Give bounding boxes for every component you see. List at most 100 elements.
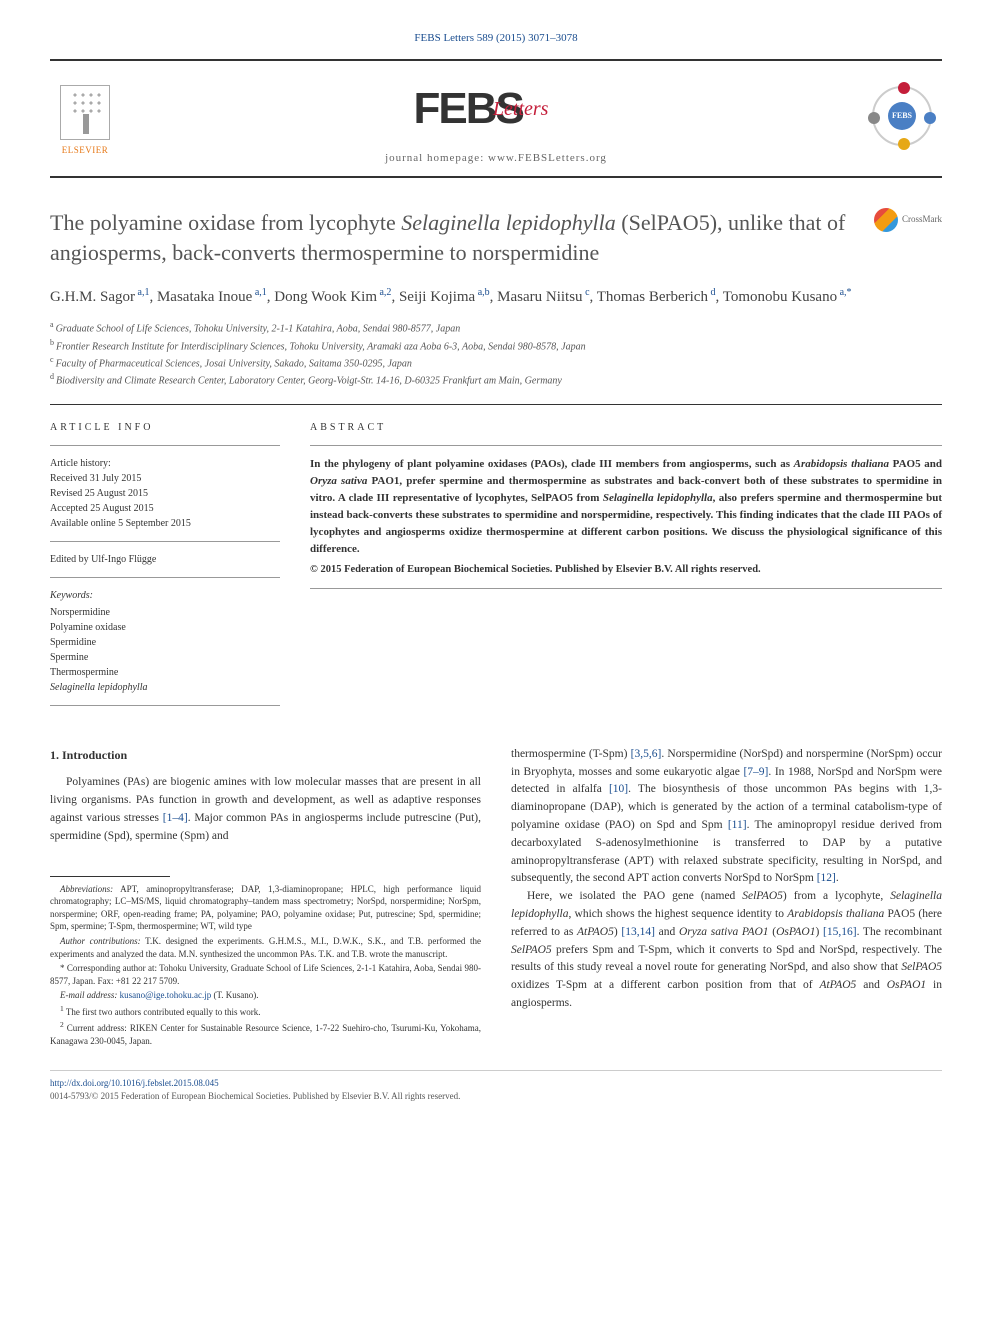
email-label: E-mail address:: [60, 990, 117, 1000]
doi-link[interactable]: http://dx.doi.org/10.1016/j.febslet.2015…: [50, 1077, 942, 1091]
crossmark-badge[interactable]: CrossMark: [874, 208, 942, 232]
febs-dot-icon: [924, 112, 936, 124]
abstract-text: In the phylogeny of plant polyamine oxid…: [310, 456, 942, 558]
issn-line: 0014-5793/© 2015 Federation of European …: [50, 1090, 942, 1104]
note1-text: The first two authors contributed equall…: [64, 1007, 261, 1017]
febs-center-label: FEBS: [888, 102, 916, 130]
keyword: Thermospermine: [50, 665, 280, 680]
crossmark-icon: [874, 208, 898, 232]
reference-link[interactable]: [3,5,6]: [631, 748, 662, 760]
abstract-span: Selaginella lepidophylla: [603, 492, 713, 504]
homepage-url[interactable]: www.FEBSLetters.org: [488, 152, 607, 164]
author-name: Masataka Inoue: [157, 289, 252, 305]
info-online: Available online 5 September 2015: [50, 516, 280, 531]
author-name: Seiji Kojima: [399, 289, 475, 305]
info-abstract-row: ARTICLE INFO Article history: Received 3…: [50, 404, 942, 716]
keyword: Norspermidine: [50, 605, 280, 620]
info-accepted: Accepted 25 August 2015: [50, 501, 280, 516]
title-pre: The polyamine oxidase from lycophyte: [50, 210, 401, 235]
info-received: Received 31 July 2015: [50, 471, 280, 486]
author-affil-marker: a,*: [837, 287, 851, 298]
footnote-rule: [50, 876, 170, 877]
footnote-abbrev: Abbreviations: APT, aminopropyltransfera…: [50, 883, 481, 933]
masthead: ELSEVIER FEBS Letters journal homepage: w…: [50, 61, 942, 179]
section-heading: 1. Introduction: [50, 746, 481, 765]
abstract-block: ABSTRACT In the phylogeny of plant polya…: [310, 420, 942, 716]
footnote-contrib: Author contributions: T.K. designed the …: [50, 935, 481, 960]
affiliation-line: a Graduate School of Life Sciences, Toho…: [50, 319, 942, 336]
footnote-address: 2 Current address: RIKEN Center for Sust…: [50, 1020, 481, 1047]
footnote-equal: 1 The first two authors contributed equa…: [50, 1004, 481, 1019]
reference-link[interactable]: [7–9]: [743, 766, 768, 778]
author-name: G.H.M. Sagor: [50, 289, 135, 305]
header-citation: FEBS Letters 589 (2015) 3071–3078: [50, 30, 942, 47]
email-person: (T. Kusano).: [211, 990, 258, 1000]
reference-link[interactable]: [12]: [817, 872, 836, 884]
febs-ring-icon: FEBS: [872, 86, 932, 146]
abstract-divider-bottom: [310, 588, 942, 589]
abstract-span: Arabidopsis thaliana: [794, 458, 889, 470]
abbrev-label: Abbreviations:: [60, 884, 113, 894]
abbrev-text: APT, aminopropyltransferase; DAP, 1,3-di…: [50, 884, 481, 932]
affiliation-line: c Faculty of Pharmaceutical Sciences, Jo…: [50, 354, 942, 371]
author-affil-marker: c: [583, 287, 590, 298]
author-name: Tomonobu Kusano: [723, 289, 837, 305]
author-affil-marker: a,b: [475, 287, 489, 298]
keyword: Spermine: [50, 650, 280, 665]
author-affil-marker: a,1: [252, 287, 266, 298]
reference-link[interactable]: [1–4]: [163, 812, 188, 824]
info-divider: [50, 445, 280, 446]
article-title: The polyamine oxidase from lycophyte Sel…: [50, 208, 942, 267]
reference-link[interactable]: [13,14]: [621, 926, 655, 938]
author-affil-marker: a,2: [377, 287, 391, 298]
note2-text: Current address: RIKEN Center for Sustai…: [50, 1023, 481, 1046]
abstract-span: PAO5 and: [889, 458, 942, 470]
affiliations: a Graduate School of Life Sciences, Toho…: [50, 319, 942, 388]
febs-dot-icon: [898, 138, 910, 150]
abstract-span: Oryza sativa: [310, 475, 367, 487]
italic-span: Oryza sativa PAO1: [679, 926, 769, 938]
author-affil-marker: a,1: [135, 287, 149, 298]
italic-span: AtPAO5: [577, 926, 614, 938]
febs-badge[interactable]: FEBS: [872, 86, 942, 156]
authors-line: G.H.M. Sagor a,1, Masataka Inoue a,1, Do…: [50, 285, 942, 309]
keyword: Spermidine: [50, 635, 280, 650]
italic-span: Arabidopsis thaliana: [787, 908, 884, 920]
keyword: Selaginella lepidophylla: [50, 680, 280, 695]
article-header: CrossMark The polyamine oxidase from lyc…: [50, 208, 942, 389]
title-italic: Selaginella lepidophylla: [401, 210, 615, 235]
journal-name-sub: Letters: [493, 98, 549, 120]
body-paragraph: Here, we isolated the PAO gene (named Se…: [511, 888, 942, 1013]
affiliation-line: b Frontier Research Institute for Interd…: [50, 337, 942, 354]
homepage-label: journal homepage:: [385, 152, 488, 164]
body-column-right: thermospermine (T-Spm) [3,5,6]. Norsperm…: [511, 746, 942, 1050]
italic-span: SelPAO5: [901, 961, 942, 973]
reference-link[interactable]: [10]: [609, 783, 628, 795]
email-address[interactable]: kusano@ige.tohoku.ac.jp: [117, 990, 211, 1000]
contrib-label: Author contributions:: [60, 936, 141, 946]
reference-link[interactable]: [11]: [728, 819, 747, 831]
italic-span: AtPAO5: [819, 979, 856, 991]
footnote-corresponding: * Corresponding author at: Tohoku Univer…: [50, 962, 481, 987]
body-paragraph: thermospermine (T-Spm) [3,5,6]. Norsperm…: [511, 746, 942, 889]
author-name: Dong Wook Kim: [274, 289, 377, 305]
info-heading: ARTICLE INFO: [50, 420, 280, 435]
journal-homepage: journal homepage: www.FEBSLetters.org: [120, 150, 872, 167]
info-editor: Edited by Ulf-Ingo Flügge: [50, 552, 280, 567]
info-divider: [50, 577, 280, 578]
crossmark-label: CrossMark: [902, 213, 942, 227]
elsevier-logo[interactable]: ELSEVIER: [50, 81, 120, 161]
keywords-list: NorspermidinePolyamine oxidaseSpermidine…: [50, 605, 280, 695]
body-paragraph: Polyamines (PAs) are biogenic amines wit…: [50, 774, 481, 845]
italic-span: SelPAO5: [511, 944, 552, 956]
italic-span: SelPAO5: [742, 890, 783, 902]
footnotes: Abbreviations: APT, aminopropyltransfera…: [50, 883, 481, 1048]
reference-link[interactable]: [15,16]: [823, 926, 857, 938]
keyword: Polyamine oxidase: [50, 620, 280, 635]
info-divider: [50, 541, 280, 542]
abstract-copyright: © 2015 Federation of European Biochemica…: [310, 562, 942, 578]
abstract-heading: ABSTRACT: [310, 420, 942, 435]
info-divider: [50, 705, 280, 706]
footnote-email: E-mail address: kusano@ige.tohoku.ac.jp …: [50, 989, 481, 1002]
elsevier-label: ELSEVIER: [62, 144, 109, 158]
